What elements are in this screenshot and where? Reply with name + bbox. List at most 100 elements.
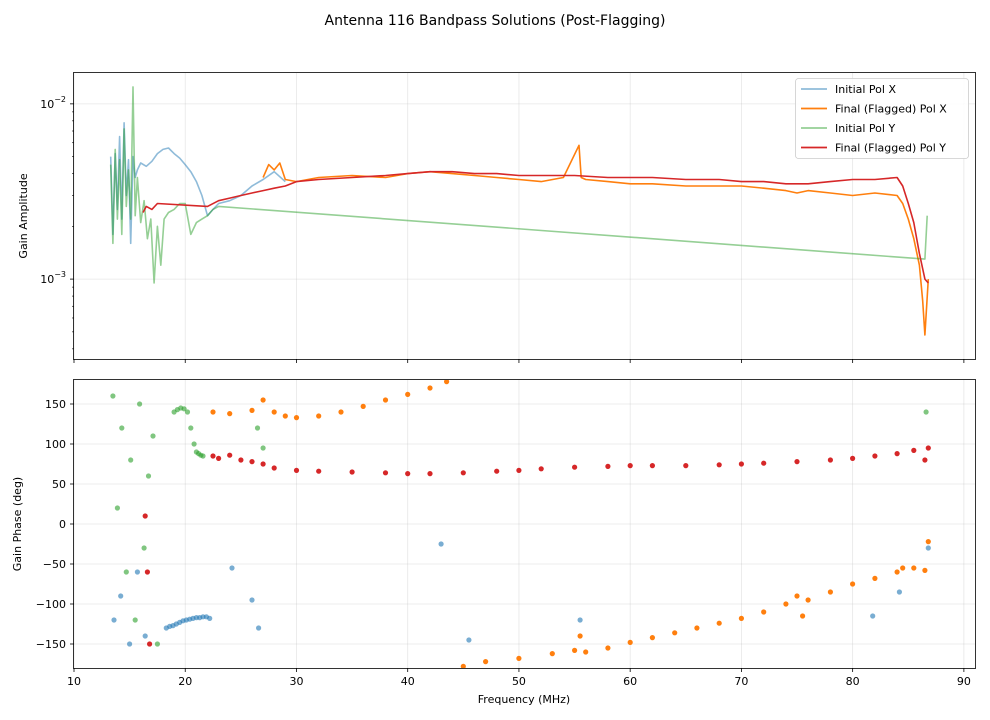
legend-label: Initial Pol X	[835, 83, 896, 96]
phase-point-final-flagged-pol-x	[227, 411, 233, 417]
phase-point-initial-pol-y	[200, 453, 206, 459]
phase-y-tick-label: −100	[36, 598, 66, 611]
phase-point-initial-pol-x	[142, 633, 148, 639]
amplitude-line-final-flagged-pol-y	[142, 170, 929, 284]
phase-point-final-flagged-pol-x	[605, 645, 611, 651]
phase-point-final-flagged-pol-x	[694, 625, 700, 631]
phase-point-final-flagged-pol-y	[683, 463, 689, 469]
phase-point-initial-pol-y	[114, 505, 120, 511]
phase-x-tick-label: 40	[401, 675, 415, 688]
amplitude-line-final-flagged-pol-x	[262, 144, 930, 336]
amplitude-y-label: Gain Amplitude	[17, 173, 30, 258]
phase-point-final-flagged-pol-y	[249, 459, 255, 465]
phase-point-final-flagged-pol-x	[260, 397, 266, 403]
phase-y-label: Gain Phase (deg)	[11, 477, 24, 571]
phase-point-initial-pol-y	[254, 425, 261, 431]
phase-point-final-flagged-pol-y	[738, 461, 745, 467]
phase-point-final-flagged-pol-y	[293, 467, 300, 473]
phase-point-final-flagged-pol-x	[271, 409, 277, 415]
phase-point-final-flagged-pol-x	[850, 581, 856, 587]
phase-point-final-flagged-pol-x	[716, 620, 722, 626]
amplitude-line-initial-pol-y	[109, 86, 928, 284]
phase-point-final-flagged-pol-y	[144, 569, 150, 575]
phase-point-final-flagged-pol-x	[738, 615, 745, 622]
amplitude-y-tick-label: 10−2	[40, 95, 66, 111]
phase-x-tick-label: 30	[289, 675, 303, 688]
phase-point-initial-pol-x	[118, 593, 124, 599]
phase-point-final-flagged-pol-y	[827, 457, 834, 463]
phase-point-final-flagged-pol-y	[494, 468, 500, 474]
phase-point-final-flagged-pol-x	[925, 539, 931, 545]
phase-point-final-flagged-pol-x	[249, 407, 255, 413]
phase-point-initial-pol-x	[466, 637, 472, 643]
phase-point-initial-pol-y	[260, 445, 266, 451]
phase-point-final-flagged-pol-x	[572, 647, 578, 654]
phase-y-tick-label: 150	[45, 398, 66, 411]
phase-point-final-flagged-pol-y	[872, 453, 878, 459]
legend: Initial Pol X Final (Flagged) Pol X Initia…	[795, 78, 969, 159]
amplitude-panel: 10−2 10−3 Gain Amplitude Initial Pol X Fin…	[17, 72, 976, 363]
phase-point-initial-pol-x	[127, 641, 133, 647]
phase-point-final-flagged-pol-y	[716, 462, 722, 468]
phase-point-final-flagged-pol-y	[227, 452, 233, 458]
phase-point-final-flagged-pol-y	[142, 513, 148, 519]
legend-label: Initial Pol Y	[835, 122, 895, 135]
phase-point-final-flagged-pol-x	[761, 609, 767, 615]
phase-panel: 10 20 30 40 50 60 70 80 90 −150 −100 −50 0 50 100 150 G…	[11, 379, 976, 706]
phase-point-final-flagged-pol-y	[382, 470, 389, 476]
phase-point-initial-pol-y	[181, 406, 187, 412]
phase-point-initial-pol-x	[577, 617, 583, 623]
phase-point-final-flagged-pol-y	[572, 464, 578, 470]
phase-point-final-flagged-pol-x	[911, 565, 917, 571]
phase-point-final-flagged-pol-y	[925, 445, 931, 451]
legend-label: Final (Flagged) Pol Y	[835, 142, 946, 155]
phase-x-tick-label: 20	[178, 675, 192, 688]
phase-point-initial-pol-y	[123, 569, 129, 575]
phase-point-initial-pol-x	[925, 545, 931, 551]
phase-point-final-flagged-pol-x	[282, 413, 288, 419]
phase-point-initial-pol-y	[110, 393, 116, 399]
amplitude-ticks: 10−2 10−3	[40, 95, 965, 363]
phase-point-final-flagged-pol-y	[147, 641, 153, 647]
phase-point-initial-pol-x	[896, 589, 903, 595]
phase-point-final-flagged-pol-x	[293, 415, 300, 421]
phase-point-final-flagged-pol-x	[427, 385, 433, 391]
phase-point-initial-pol-y	[145, 473, 152, 479]
phase-y-tick-label: 0	[59, 518, 66, 531]
phase-point-initial-pol-y	[132, 617, 138, 623]
phase-point-final-flagged-pol-x	[794, 593, 800, 599]
phase-point-final-flagged-pol-x	[338, 409, 344, 415]
phase-point-initial-pol-x	[249, 597, 255, 603]
phase-point-final-flagged-pol-y	[216, 455, 222, 461]
phase-point-final-flagged-pol-y	[911, 447, 917, 453]
phase-point-final-flagged-pol-x	[444, 380, 450, 385]
phase-point-initial-pol-x	[111, 617, 117, 623]
phase-point-final-flagged-pol-x	[894, 569, 900, 575]
phase-point-final-flagged-pol-x	[583, 649, 589, 655]
phase-point-final-flagged-pol-y	[922, 457, 928, 463]
phase-point-final-flagged-pol-y	[271, 465, 277, 471]
phase-series	[110, 380, 931, 668]
legend-label: Final (Flagged) Pol X	[835, 103, 947, 116]
phase-y-tick-label: 100	[45, 438, 66, 451]
phase-point-final-flagged-pol-y	[427, 471, 433, 477]
phase-point-initial-pol-y	[191, 441, 197, 447]
phase-x-tick-label: 10	[67, 675, 81, 688]
phase-point-final-flagged-pol-x	[827, 589, 834, 595]
phase-point-final-flagged-pol-x	[516, 655, 522, 662]
phase-point-initial-pol-x	[438, 541, 444, 547]
phase-point-initial-pol-y	[128, 457, 134, 463]
phase-point-final-flagged-pol-x	[549, 651, 555, 657]
phase-x-tick-label: 70	[734, 675, 748, 688]
phase-point-final-flagged-pol-y	[405, 471, 411, 477]
phase-y-tick-label: 50	[52, 478, 66, 491]
amplitude-series	[109, 86, 930, 336]
phase-point-initial-pol-x	[134, 569, 140, 575]
phase-point-initial-pol-y	[141, 545, 147, 551]
phase-point-final-flagged-pol-y	[850, 455, 856, 461]
amplitude-axes-frame	[73, 72, 976, 360]
phase-axes-bg	[73, 379, 976, 669]
phase-x-tick-label: 50	[512, 675, 526, 688]
phase-point-final-flagged-pol-y	[605, 463, 611, 469]
